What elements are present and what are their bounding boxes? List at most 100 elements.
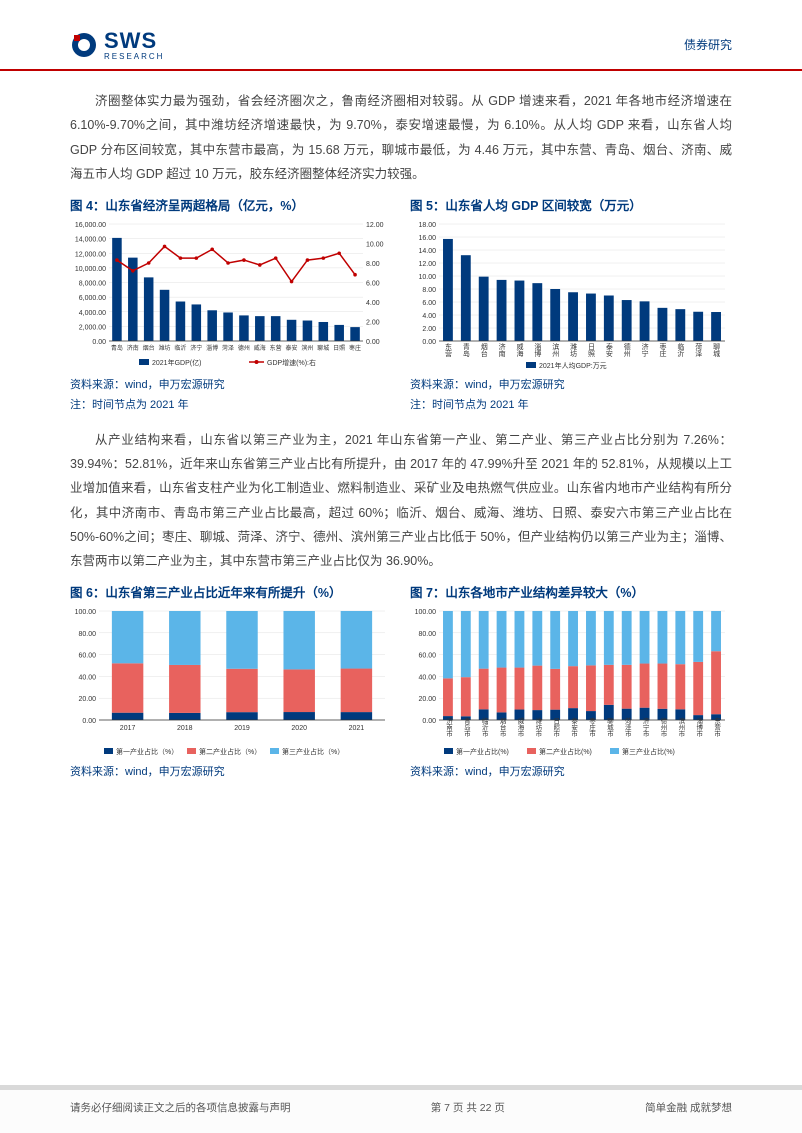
chart-7-svg: 0.0020.0040.0060.0080.00100.00济南市青岛市临沂市烟… bbox=[410, 605, 732, 760]
svg-text:潍坊: 潍坊 bbox=[570, 342, 578, 358]
svg-text:4.00: 4.00 bbox=[366, 300, 380, 307]
svg-text:0.00: 0.00 bbox=[422, 339, 436, 346]
svg-text:第一产业占比(%): 第一产业占比(%) bbox=[456, 747, 509, 756]
svg-text:菏泽: 菏泽 bbox=[222, 344, 234, 352]
svg-text:第二产业占比(%): 第二产业占比(%) bbox=[539, 747, 592, 756]
svg-text:2021年GDP(亿): 2021年GDP(亿) bbox=[152, 358, 201, 367]
svg-text:8,000.00: 8,000.00 bbox=[79, 280, 106, 287]
svg-text:烟台: 烟台 bbox=[480, 342, 488, 358]
svg-text:临沂: 临沂 bbox=[677, 342, 685, 358]
svg-text:第二产业占比（%）: 第二产业占比（%） bbox=[199, 747, 261, 756]
svg-text:德州: 德州 bbox=[238, 344, 250, 352]
svg-text:济南: 济南 bbox=[498, 342, 506, 357]
svg-text:第三产业占比(%): 第三产业占比(%) bbox=[622, 747, 675, 756]
svg-text:威海: 威海 bbox=[516, 342, 524, 358]
svg-text:0.00: 0.00 bbox=[366, 339, 380, 346]
svg-text:4,000.00: 4,000.00 bbox=[79, 309, 106, 316]
page-footer: 请务必仔细阅读正文之后的各项信息披露与声明 第 7 页 共 22 页 简单金融 … bbox=[0, 1085, 802, 1133]
svg-text:10.00: 10.00 bbox=[418, 274, 436, 281]
svg-text:滨州: 滨州 bbox=[301, 344, 313, 352]
svg-text:2017: 2017 bbox=[120, 725, 136, 732]
svg-text:青岛: 青岛 bbox=[462, 342, 470, 358]
svg-text:德州: 德州 bbox=[623, 342, 631, 357]
svg-text:青岛: 青岛 bbox=[111, 344, 123, 352]
logo-main: SWS bbox=[104, 28, 164, 54]
chart-5-note: 注：时间节点为 2021 年 bbox=[410, 397, 732, 414]
svg-text:聊城: 聊城 bbox=[317, 344, 329, 352]
svg-text:烟台: 烟台 bbox=[143, 344, 155, 352]
paragraph-2: 从产业结构来看，山东省以第三产业为主，2021 年山东省第一产业、第二产业、第三… bbox=[70, 428, 732, 574]
svg-text:0.00: 0.00 bbox=[82, 718, 96, 725]
svg-text:2021: 2021 bbox=[349, 725, 365, 732]
footer-left: 请务必仔细阅读正文之后的各项信息披露与声明 bbox=[70, 1100, 291, 1115]
chart-7-box: 图 7：山东各地市产业结构差异较大（%） 0.0020.0040.0060.00… bbox=[410, 582, 732, 781]
svg-text:2020: 2020 bbox=[291, 725, 307, 732]
svg-text:6,000.00: 6,000.00 bbox=[79, 295, 106, 302]
logo-sub: RESEARCH bbox=[104, 52, 164, 61]
chart-7-source: 资料来源：wind，申万宏源研究 bbox=[410, 764, 732, 781]
chart-5-title: 图 5：山东省人均 GDP 区间较宽（万元） bbox=[410, 195, 732, 214]
svg-text:10.00: 10.00 bbox=[366, 241, 384, 248]
svg-text:100.00: 100.00 bbox=[75, 609, 97, 616]
svg-text:8.00: 8.00 bbox=[366, 261, 380, 268]
svg-text:日照: 日照 bbox=[333, 345, 345, 352]
svg-text:日照: 日照 bbox=[587, 343, 595, 358]
chart-6-box: 图 6：山东省第三产业占比近年来有所提升（%） 0.0020.0040.0060… bbox=[70, 582, 392, 781]
svg-text:80.00: 80.00 bbox=[418, 631, 436, 638]
svg-text:枣庄: 枣庄 bbox=[659, 342, 667, 358]
svg-text:淄博: 淄博 bbox=[206, 344, 218, 352]
svg-text:60.00: 60.00 bbox=[418, 652, 436, 659]
svg-text:泰安: 泰安 bbox=[286, 344, 298, 352]
svg-text:0.00: 0.00 bbox=[422, 718, 436, 725]
svg-text:100.00: 100.00 bbox=[415, 609, 437, 616]
svg-text:泰安: 泰安 bbox=[605, 342, 613, 358]
sws-logo-icon bbox=[70, 31, 98, 59]
chart-4-title: 图 4：山东省经济呈两超格局（亿元，%） bbox=[70, 195, 392, 214]
svg-text:12.00: 12.00 bbox=[418, 261, 436, 268]
chart-4-source: 资料来源：wind，申万宏源研究 bbox=[70, 377, 392, 394]
header-category: 债券研究 bbox=[684, 36, 732, 53]
svg-text:2018: 2018 bbox=[177, 725, 193, 732]
svg-text:18.00: 18.00 bbox=[418, 222, 436, 229]
svg-text:10,000.00: 10,000.00 bbox=[75, 265, 106, 272]
chart-6-title: 图 6：山东省第三产业占比近年来有所提升（%） bbox=[70, 582, 392, 601]
svg-text:枣庄: 枣庄 bbox=[349, 344, 361, 352]
chart-4-svg: 0.00 2,000.00 4,000.00 6,000.00 8,000.00 10,0… bbox=[70, 218, 392, 373]
svg-text:第一产业占比（%）: 第一产业占比（%） bbox=[116, 747, 178, 756]
svg-text:2,000.00: 2,000.00 bbox=[79, 324, 106, 331]
chart-6-source: 资料来源：wind，申万宏源研究 bbox=[70, 764, 392, 781]
svg-text:60.00: 60.00 bbox=[78, 652, 96, 659]
logo-block: SWS RESEARCH bbox=[70, 28, 164, 61]
svg-text:聊城: 聊城 bbox=[713, 342, 721, 358]
svg-text:0.00: 0.00 bbox=[92, 339, 106, 346]
charts-row-1: 图 4：山东省经济呈两超格局（亿元，%） 0.00 2,000.00 4,000.0… bbox=[70, 195, 732, 414]
svg-text:第三产业占比（%）: 第三产业占比（%） bbox=[282, 747, 344, 756]
charts-row-2: 图 6：山东省第三产业占比近年来有所提升（%） 0.00 20.00 40.00 60… bbox=[70, 582, 732, 781]
page-content: 济圈整体实力最为强劲，省会经济圈次之，鲁南经济圈相对较弱。从 GDP 增速来看，… bbox=[0, 71, 802, 780]
svg-text:40.00: 40.00 bbox=[418, 674, 436, 681]
svg-text:80.00: 80.00 bbox=[78, 631, 96, 638]
svg-text:12,000.00: 12,000.00 bbox=[75, 251, 106, 258]
svg-text:20.00: 20.00 bbox=[78, 696, 96, 703]
chart-4-box: 图 4：山东省经济呈两超格局（亿元，%） 0.00 2,000.00 4,000.0… bbox=[70, 195, 392, 414]
svg-text:16,000.00: 16,000.00 bbox=[75, 222, 106, 229]
footer-center: 第 7 页 共 22 页 bbox=[431, 1100, 505, 1115]
svg-text:2.00: 2.00 bbox=[366, 319, 380, 326]
svg-text:16.00: 16.00 bbox=[418, 235, 436, 242]
logo-text-block: SWS RESEARCH bbox=[104, 28, 164, 61]
chart-7-title: 图 7：山东各地市产业结构差异较大（%） bbox=[410, 582, 732, 601]
footer-right: 简单金融 成就梦想 bbox=[645, 1100, 732, 1115]
chart-5-svg: 0.002.004.006.008.0010.0012.0014.0016.00… bbox=[410, 218, 732, 373]
svg-text:淄博: 淄博 bbox=[534, 342, 542, 358]
svg-text:济宁: 济宁 bbox=[190, 344, 202, 352]
svg-text:6.00: 6.00 bbox=[366, 280, 380, 287]
svg-text:潍坊: 潍坊 bbox=[159, 344, 171, 352]
svg-text:临沂: 临沂 bbox=[174, 344, 186, 352]
svg-text:东营: 东营 bbox=[444, 342, 452, 358]
svg-text:威海: 威海 bbox=[254, 344, 266, 352]
svg-text:滨州: 滨州 bbox=[552, 342, 560, 357]
chart-5-source: 资料来源：wind，申万宏源研究 bbox=[410, 377, 732, 394]
svg-text:GDP增速(%):右: GDP增速(%):右 bbox=[267, 358, 316, 367]
svg-text:2021年人均GDP:万元: 2021年人均GDP:万元 bbox=[539, 361, 607, 370]
paragraph-1: 济圈整体实力最为强劲，省会经济圈次之，鲁南经济圈相对较弱。从 GDP 增速来看，… bbox=[70, 89, 732, 187]
